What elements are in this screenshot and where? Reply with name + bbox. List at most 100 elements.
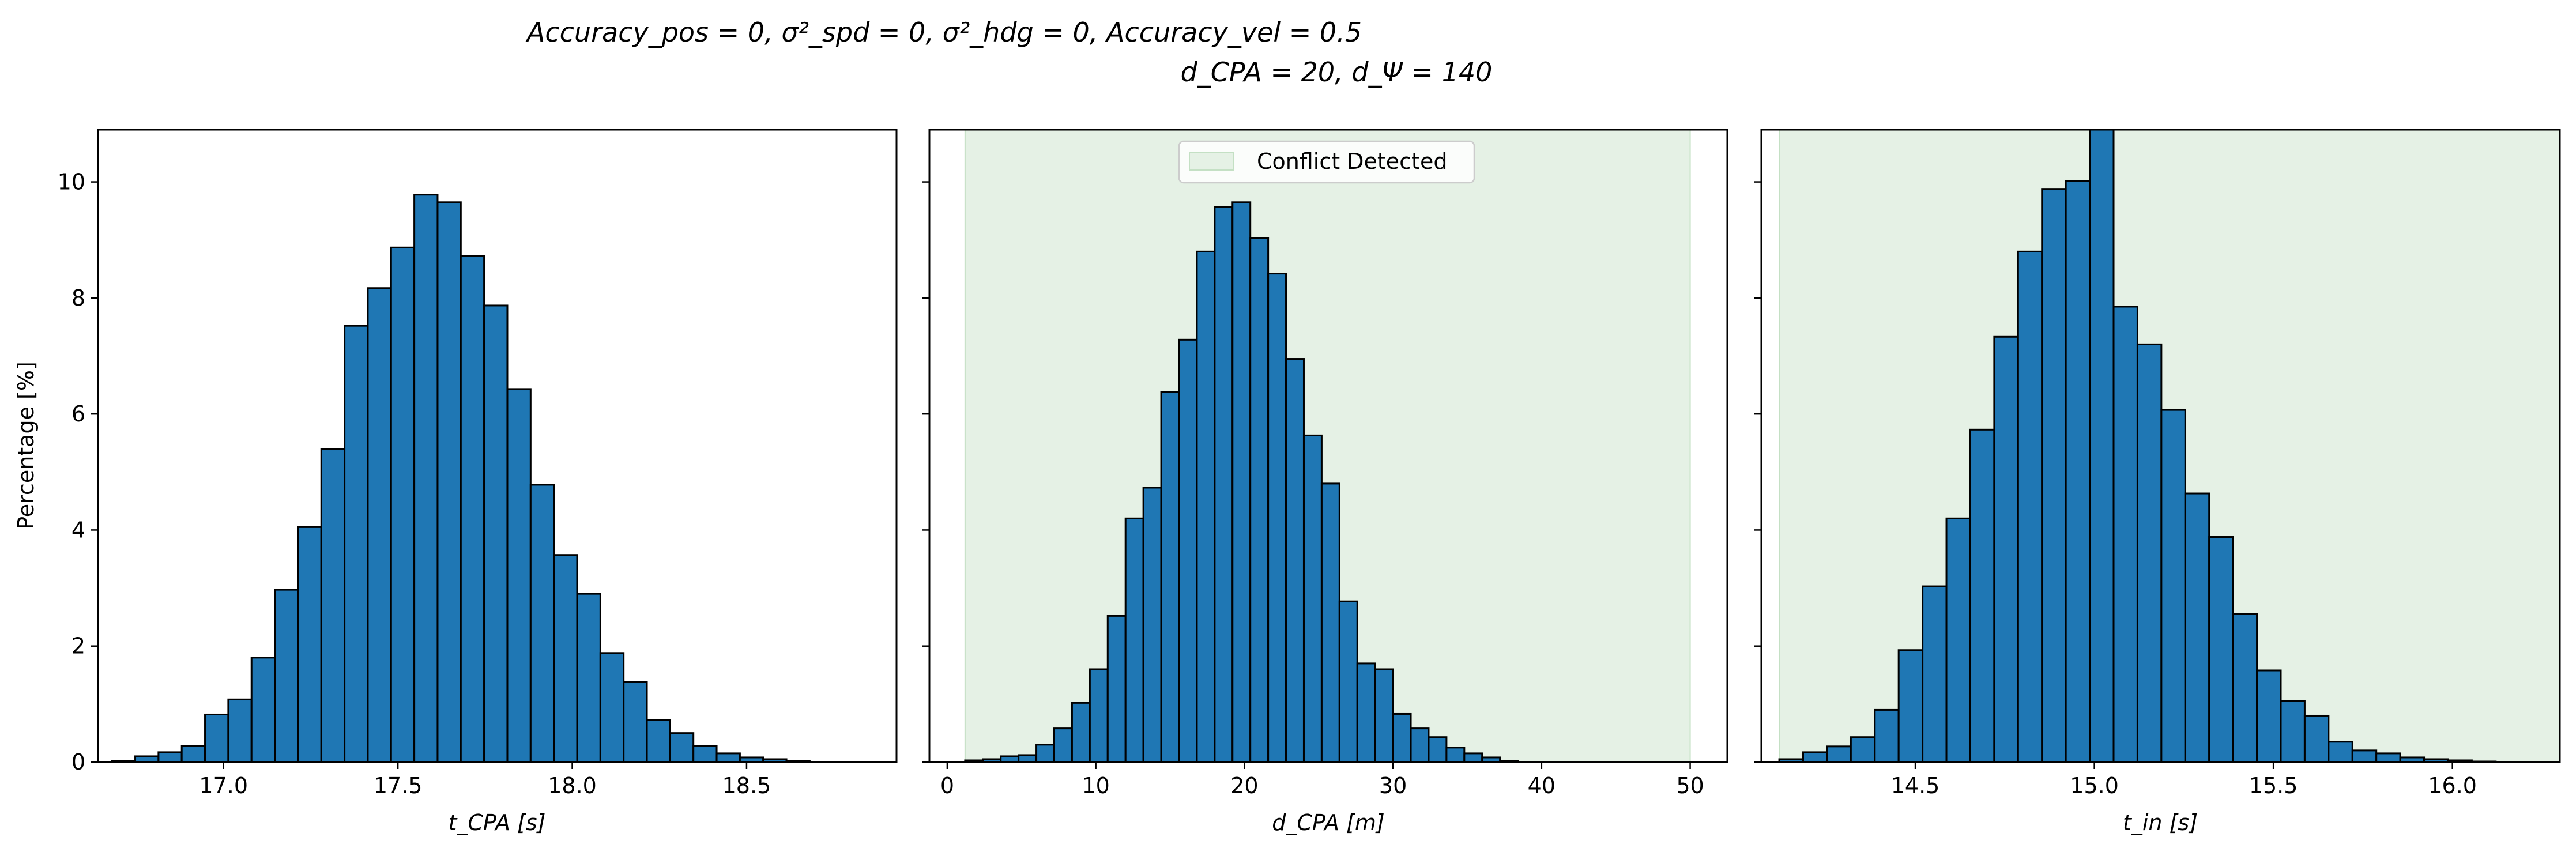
histogram-bar xyxy=(1338,600,1358,762)
x-tick-label: 16.0 xyxy=(2428,773,2477,798)
x-axis-label: t_CPA [s] xyxy=(449,810,546,835)
y-tick-label: 8 xyxy=(71,285,85,311)
histogram-bar xyxy=(180,745,206,762)
histogram-bar xyxy=(1089,668,1109,762)
histogram-bar xyxy=(1850,736,1876,762)
histogram-bar xyxy=(1320,482,1340,762)
histogram-bar xyxy=(2017,250,2043,762)
histogram-bar xyxy=(2065,180,2091,762)
histogram-bar xyxy=(1826,745,1852,762)
y-tick-label: 10 xyxy=(58,169,85,195)
x-axis-label: d_CPA [m] xyxy=(1272,810,1384,835)
histogram-bar xyxy=(1142,487,1162,762)
histogram-bar xyxy=(2112,306,2138,762)
histogram-bar xyxy=(367,287,392,762)
histogram-bar xyxy=(1802,751,1828,762)
histogram-bar xyxy=(623,681,648,762)
histogram-bar xyxy=(204,713,229,762)
histogram-bar xyxy=(2328,741,2353,762)
histogram-bar xyxy=(436,201,462,762)
histogram-bar xyxy=(297,526,322,762)
histogram-bar xyxy=(2351,749,2378,762)
histogram-bar xyxy=(483,304,509,762)
histogram-bar xyxy=(2160,409,2186,762)
histogram-bar xyxy=(1196,250,1216,762)
histogram-bar xyxy=(134,755,160,762)
x-tick-label: 20 xyxy=(1230,773,1258,798)
histogram-bar xyxy=(2375,752,2401,762)
y-axis-label: Percentage [%] xyxy=(13,361,39,530)
legend: Conflict Detected xyxy=(1178,140,1475,184)
histogram-bar xyxy=(1071,702,1091,762)
histogram-bar xyxy=(669,732,695,762)
x-tick-label: 18.5 xyxy=(722,773,771,798)
subplot-t-in: 14.5 15.0 15.5 16.0 t_in [s] xyxy=(1754,129,2561,835)
histogram-bar xyxy=(1124,517,1144,762)
figure-title-line-1: Accuracy_pos = 0, σ²_spd = 0, σ²_hdg = 0… xyxy=(525,17,1362,48)
histogram-bar xyxy=(1106,615,1127,762)
histogram-bar xyxy=(1214,206,1234,762)
histogram-bar xyxy=(2136,343,2163,762)
x-tick-label: 50 xyxy=(1676,773,1704,798)
histogram-bar xyxy=(2208,536,2234,762)
x-tick-label: 0 xyxy=(940,773,954,798)
legend-label-conflict-detected: Conflict Detected xyxy=(1257,149,1447,174)
x-tick-label: 15.5 xyxy=(2249,773,2298,798)
x-tick-label: 18.0 xyxy=(548,773,597,798)
legend-swatch-conflict xyxy=(1189,152,1234,171)
y-tick-label: 0 xyxy=(71,749,85,775)
histogram-bar xyxy=(1374,668,1394,762)
legend-box xyxy=(1178,140,1475,184)
histogram-bar xyxy=(1053,727,1073,762)
histogram-bar xyxy=(2041,188,2067,762)
y-tick-label: 6 xyxy=(71,401,85,427)
x-tick-label: 15.0 xyxy=(2070,773,2119,798)
histogram-bar xyxy=(1178,338,1198,762)
histogram-bar xyxy=(1945,517,1971,762)
histogram-bar xyxy=(250,657,276,762)
plot-area-frame xyxy=(1760,129,2561,763)
histogram-bar xyxy=(599,652,625,762)
histogram-bar xyxy=(553,554,578,762)
histogram-bar xyxy=(646,719,671,762)
histogram-bar xyxy=(2256,669,2282,762)
histogram-bar xyxy=(1969,428,1995,762)
histogram-bar xyxy=(1285,358,1305,762)
histogram-bar xyxy=(1035,744,1055,762)
histogram-bar xyxy=(1993,335,2019,762)
histogram-bar xyxy=(506,388,532,762)
histogram-bar xyxy=(390,246,416,762)
histogram-bar xyxy=(715,752,741,762)
plot-area-frame xyxy=(97,129,898,763)
x-tick-label: 14.5 xyxy=(1891,773,1940,798)
histogram-bar xyxy=(1267,273,1287,762)
histogram-bar xyxy=(1874,708,1900,762)
x-tick-label: 17.5 xyxy=(374,773,423,798)
histogram-bar xyxy=(1922,585,1948,762)
subplot-t-cpa: 17.0 17.5 18.0 18.5 0 2 4 6 8 10 t_CPA [s] Perce… xyxy=(13,129,898,835)
histogram-bar xyxy=(2280,700,2306,762)
x-axis-label: t_in [s] xyxy=(2123,810,2198,835)
histogram-bar xyxy=(460,255,485,762)
histogram-bar xyxy=(320,448,346,762)
histogram-bar xyxy=(1160,391,1180,762)
histogram-bar xyxy=(1897,649,1924,762)
histogram-bar xyxy=(1428,736,1448,762)
histogram-bar xyxy=(1000,755,1020,762)
plot-area-frame xyxy=(928,129,1728,763)
histogram-bar xyxy=(576,593,601,762)
histogram-bar xyxy=(413,194,439,762)
histogram-bar xyxy=(692,745,718,762)
figure-title-line-2: d_CPA = 20, d_Ψ = 140 xyxy=(1181,56,1493,88)
y-tick-label: 2 xyxy=(71,634,85,659)
histogram-bar xyxy=(157,751,183,762)
x-tick-label: 10 xyxy=(1082,773,1109,798)
histogram-bar xyxy=(274,589,299,762)
histogram-bar xyxy=(344,325,369,762)
histogram-bar xyxy=(2232,613,2258,762)
subplot-d-cpa: 0 10 20 30 40 50 d_CPA [m] Conflict Detected xyxy=(922,129,1728,835)
histogram-bar xyxy=(1463,752,1483,762)
histogram-bar xyxy=(2089,130,2115,762)
histogram-bar xyxy=(1018,754,1038,762)
